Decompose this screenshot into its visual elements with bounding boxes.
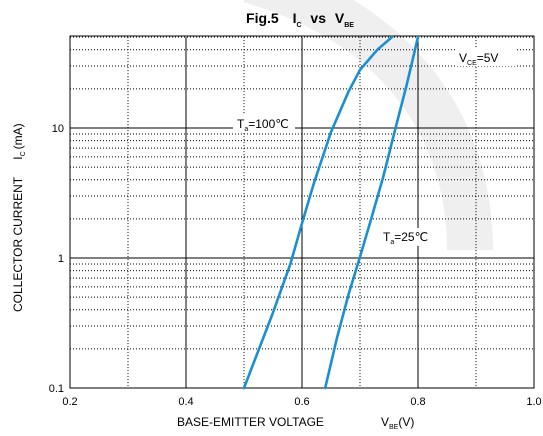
tick-labels: 0.2 0.4 0.6 0.8 1.0 0.1 1 10 bbox=[49, 123, 542, 408]
series-label-25c: Ta=25℃ bbox=[383, 230, 428, 246]
major-grid bbox=[70, 37, 534, 388]
series-layer bbox=[242, 35, 420, 390]
x-tick-label: 0.4 bbox=[178, 396, 193, 408]
series-line-1 bbox=[323, 35, 420, 390]
x-axis-unit: VBE(V) bbox=[381, 415, 414, 431]
condition-label-bg bbox=[455, 49, 515, 66]
y-tick-label: 1 bbox=[58, 253, 64, 265]
chart-title: Fig.5 IC vs VBE bbox=[246, 10, 354, 30]
condition-label: VCE=5V bbox=[459, 51, 498, 67]
plot-frame bbox=[69, 35, 535, 389]
y-tick-label: 0.1 bbox=[49, 383, 64, 395]
watermark-arc bbox=[243, 0, 493, 251]
x-tick-label: 0.8 bbox=[410, 396, 425, 408]
x-tick-label: 1.0 bbox=[526, 396, 541, 408]
series-label-bg-100c bbox=[233, 115, 295, 133]
series-label-bg-25c bbox=[380, 228, 440, 246]
y-axis-label: COLLECTOR CURRENT IC(mA) bbox=[11, 123, 27, 312]
y-tick-label: 10 bbox=[52, 123, 64, 135]
x-axis-label: BASE-EMITTER VOLTAGE bbox=[177, 415, 324, 429]
x-tick-label: 0.2 bbox=[62, 396, 77, 408]
x-tick-label: 0.6 bbox=[294, 396, 309, 408]
series-line-0 bbox=[242, 35, 394, 390]
series-label-100c: Ta=100℃ bbox=[237, 117, 289, 133]
